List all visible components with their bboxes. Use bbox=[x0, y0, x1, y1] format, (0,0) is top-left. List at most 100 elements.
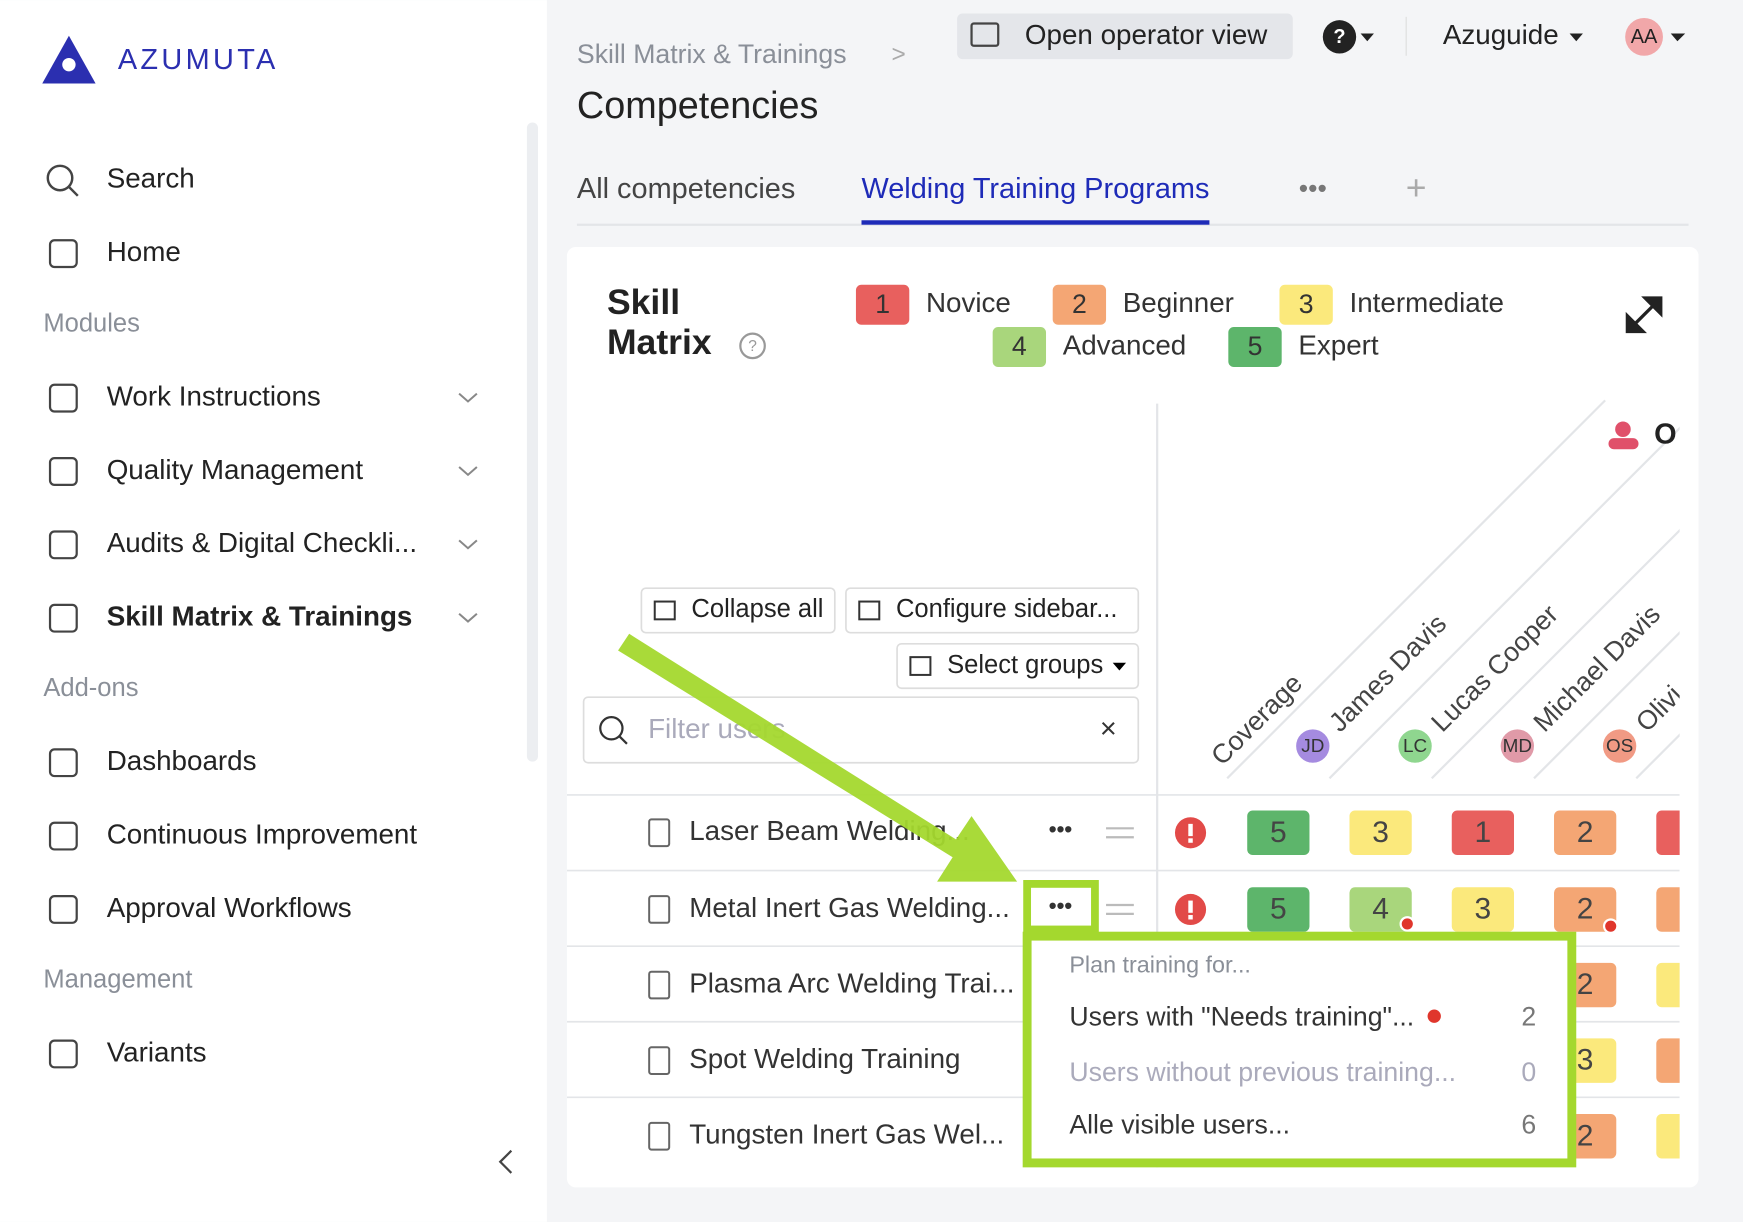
icon bbox=[618, 735, 628, 745]
chevron[interactable] bbox=[458, 392, 478, 403]
collapse-button-label[interactable]: Collapse all bbox=[691, 595, 823, 623]
tab-more[interactable]: ••• bbox=[1299, 173, 1327, 203]
configure-button-label[interactable]: Configure sidebar... bbox=[896, 595, 1118, 623]
row-icon bbox=[648, 818, 671, 848]
tab[interactable]: All competencies bbox=[577, 173, 795, 205]
nav-item[interactable]: Variants bbox=[107, 1036, 207, 1067]
level-cell[interactable] bbox=[1554, 810, 1617, 855]
level-value: 2 bbox=[1577, 816, 1594, 849]
group-header: O bbox=[1654, 419, 1676, 451]
level-cell[interactable] bbox=[1656, 1038, 1718, 1083]
tab[interactable]: Welding Training Programs bbox=[861, 173, 1209, 205]
level-value: 2 bbox=[1577, 968, 1594, 1001]
level-cell[interactable] bbox=[1656, 962, 1718, 1008]
chevron[interactable] bbox=[458, 613, 478, 623]
level-cell[interactable] bbox=[1554, 887, 1617, 932]
nav-item[interactable]: Audits & Digital Checkli... bbox=[107, 527, 417, 558]
expand-icon[interactable] bbox=[1625, 296, 1663, 334]
chevron[interactable] bbox=[458, 466, 478, 477]
nav-item[interactable]: Home bbox=[107, 236, 181, 267]
nav-item[interactable]: Search bbox=[107, 163, 195, 194]
level-cell[interactable] bbox=[1656, 810, 1718, 855]
breadcrumb[interactable]: Skill Matrix & Trainings bbox=[577, 39, 847, 69]
clear-filter[interactable]: × bbox=[1100, 713, 1117, 745]
nav-item[interactable]: Quality Management bbox=[107, 454, 364, 485]
nav-section: Management bbox=[43, 965, 192, 993]
legend-label: Expert bbox=[1298, 329, 1379, 360]
icon bbox=[48, 530, 78, 560]
row-icon bbox=[648, 970, 671, 1000]
groups-button-label[interactable]: Select groups bbox=[947, 651, 1103, 679]
row-name[interactable]: Tungsten Inert Gas Wel... bbox=[689, 1119, 1004, 1150]
collapse-sidebar[interactable] bbox=[498, 1149, 513, 1174]
icon bbox=[48, 821, 78, 851]
chevron[interactable] bbox=[458, 539, 478, 550]
menu-item[interactable]: Alle visible users... bbox=[1069, 1109, 1290, 1139]
row-icon bbox=[648, 1046, 671, 1075]
level-cell[interactable] bbox=[1247, 887, 1310, 932]
level-cell[interactable] bbox=[1247, 810, 1310, 855]
operator-view-label[interactable]: Open operator view bbox=[1025, 19, 1268, 50]
header-line bbox=[1226, 399, 1606, 780]
row-name[interactable]: Metal Inert Gas Welding... bbox=[689, 892, 1010, 923]
nav-section: Modules bbox=[43, 310, 140, 338]
alert-glyph bbox=[1188, 915, 1193, 920]
menu-count: 0 bbox=[1521, 1057, 1536, 1087]
row-name[interactable]: Plasma Arc Welding Trai... bbox=[689, 967, 1014, 998]
nav-item[interactable]: Work Instructions bbox=[107, 380, 321, 411]
level-cell[interactable] bbox=[1656, 1114, 1718, 1159]
page-title: Competencies bbox=[577, 85, 819, 127]
level-value: 2 bbox=[1577, 893, 1594, 926]
workspace[interactable]: Azuguide bbox=[1443, 19, 1559, 50]
level-cell[interactable] bbox=[1349, 887, 1412, 932]
operator-view-button[interactable] bbox=[957, 13, 1293, 60]
user-initials: MD bbox=[1503, 736, 1532, 757]
group-icon bbox=[1608, 438, 1639, 450]
help-glyph: ? bbox=[748, 338, 757, 355]
user-avatar bbox=[1602, 729, 1637, 763]
nav-item[interactable]: Approval Workflows bbox=[107, 892, 352, 923]
legend-label: Beginner bbox=[1123, 287, 1234, 318]
menu-item[interactable]: Users with "Needs training"... bbox=[1069, 1001, 1414, 1031]
avatar[interactable] bbox=[1625, 17, 1663, 56]
alert-glyph bbox=[1188, 900, 1193, 913]
collapse-button[interactable] bbox=[640, 587, 836, 634]
tabs: All competencies Welding Training Program… bbox=[577, 173, 1210, 225]
icon bbox=[46, 164, 74, 192]
level-value: 3 bbox=[1372, 816, 1389, 849]
level-value: 2 bbox=[1577, 1119, 1594, 1152]
row-menu[interactable]: ••• bbox=[1049, 893, 1073, 918]
matrix-title: Skill bbox=[607, 282, 680, 322]
row-name[interactable]: Spot Welding Training bbox=[689, 1043, 960, 1074]
icon bbox=[48, 239, 78, 269]
legend-swatch bbox=[1279, 284, 1333, 325]
configure-button[interactable] bbox=[845, 587, 1140, 634]
level-cell[interactable] bbox=[1349, 810, 1412, 855]
tab-add[interactable]: + bbox=[1406, 168, 1427, 208]
legend-level: 1 bbox=[875, 289, 890, 319]
help-icon[interactable] bbox=[739, 332, 766, 360]
legend-swatch bbox=[1228, 326, 1282, 368]
level-cell[interactable] bbox=[1451, 887, 1515, 932]
help-button[interactable] bbox=[1322, 20, 1357, 54]
nav-item[interactable]: Continuous Improvement bbox=[107, 818, 418, 849]
icon bbox=[48, 895, 78, 924]
user-avatar bbox=[1500, 729, 1535, 763]
alert-glyph bbox=[1188, 823, 1193, 837]
nav-item[interactable]: Dashboards bbox=[107, 745, 257, 776]
highlight bbox=[1023, 880, 1099, 934]
icon bbox=[48, 383, 78, 413]
icon bbox=[858, 600, 881, 621]
icon bbox=[653, 600, 676, 621]
level-cell[interactable] bbox=[1451, 810, 1515, 855]
flag-dot bbox=[1427, 1009, 1441, 1023]
level-cell[interactable] bbox=[1656, 887, 1718, 932]
legend-label: Novice bbox=[926, 287, 1011, 318]
menu-box bbox=[1022, 931, 1577, 1168]
nav-item[interactable]: Skill Matrix & Trainings bbox=[107, 601, 413, 632]
alert-glyph bbox=[1188, 838, 1193, 843]
row-menu[interactable]: ••• bbox=[1049, 816, 1073, 841]
groups-button[interactable] bbox=[896, 642, 1140, 690]
